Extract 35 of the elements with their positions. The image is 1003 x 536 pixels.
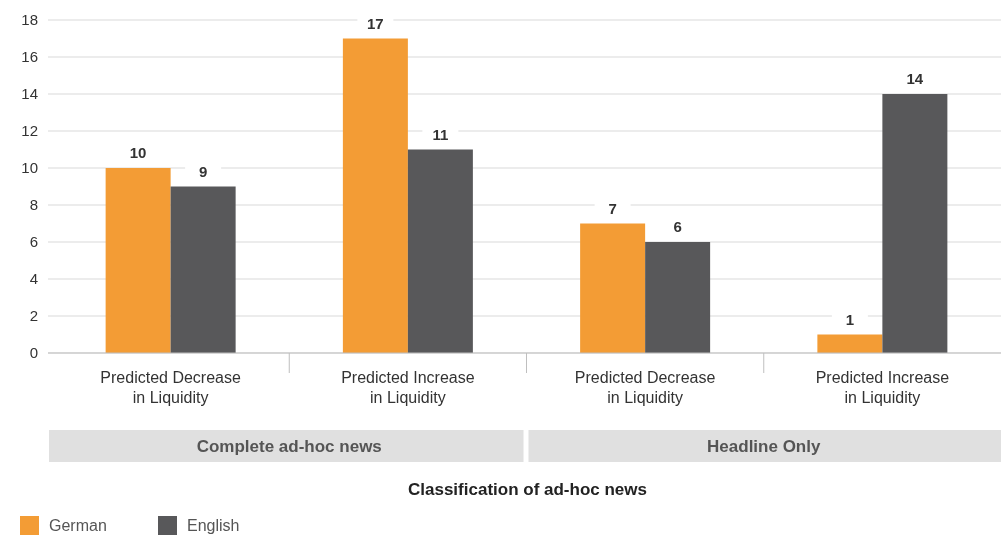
bar — [105, 168, 171, 353]
data-label: 9 — [198, 162, 208, 180]
bar — [342, 38, 408, 353]
x-tick-label: Predicted Decrease in Liquidity — [574, 369, 716, 406]
data-label: 6 — [673, 218, 682, 235]
y-tick-label: 8 — [29, 196, 38, 213]
x-tick-label: Predicted Increase in Liquidity — [341, 369, 475, 406]
y-tick-label: 14 — [21, 85, 38, 102]
y-tick-label: 0 — [29, 344, 38, 361]
y-tick-label: 6 — [29, 233, 38, 250]
y-tick-label: 10 — [21, 159, 38, 176]
bar — [882, 94, 948, 353]
bar — [580, 223, 646, 353]
bar — [407, 149, 473, 353]
y-tick-label: 16 — [21, 48, 38, 65]
text: Complete ad-hoc news — [196, 437, 382, 456]
y-tick-label: 2 — [29, 307, 38, 324]
data-label: 11 — [432, 125, 449, 143]
text: Headline Only — [707, 437, 821, 456]
y-tick-label: 18 — [21, 11, 38, 28]
data-label: 7 — [608, 199, 617, 217]
data-label: 14 — [906, 70, 924, 87]
bar — [817, 334, 883, 353]
bar — [170, 186, 236, 353]
x-tick-label: Predicted Increase in Liquidity — [815, 369, 950, 406]
y-tick-label: 4 — [29, 270, 38, 287]
legend-label: English — [187, 517, 240, 534]
data-label: 17 — [367, 14, 384, 32]
x-axis-title: Classification of ad-hoc news — [408, 480, 647, 499]
x-tick-label: Predicted Decrease in Liquidity — [100, 369, 241, 406]
y-tick-label: 12 — [21, 122, 38, 139]
data-label: 10 — [129, 144, 147, 161]
bar — [645, 242, 711, 353]
legend-label: German — [49, 517, 107, 534]
data-label: 1 — [845, 310, 855, 328]
